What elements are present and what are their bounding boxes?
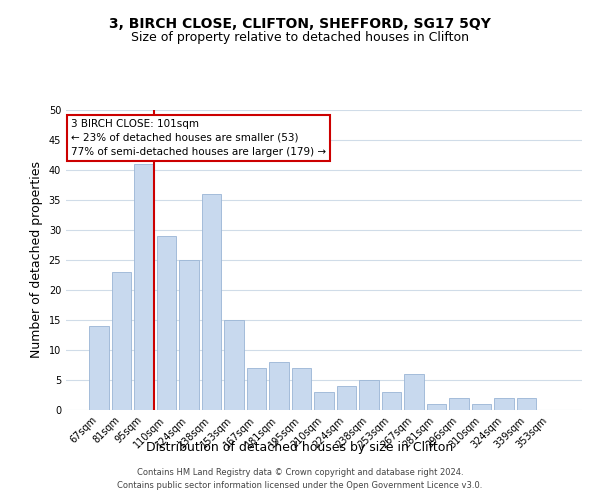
Text: Contains public sector information licensed under the Open Government Licence v3: Contains public sector information licen…: [118, 480, 482, 490]
Bar: [449, 398, 469, 410]
Bar: [427, 404, 446, 410]
Text: Size of property relative to detached houses in Clifton: Size of property relative to detached ho…: [131, 31, 469, 44]
Bar: [359, 380, 379, 410]
Text: Contains HM Land Registry data © Crown copyright and database right 2024.: Contains HM Land Registry data © Crown c…: [137, 468, 463, 477]
Bar: [89, 326, 109, 410]
Bar: [112, 272, 131, 410]
Bar: [134, 164, 154, 410]
Bar: [179, 260, 199, 410]
Bar: [404, 374, 424, 410]
Text: Distribution of detached houses by size in Clifton: Distribution of detached houses by size …: [146, 441, 454, 454]
Text: 3, BIRCH CLOSE, CLIFTON, SHEFFORD, SG17 5QY: 3, BIRCH CLOSE, CLIFTON, SHEFFORD, SG17 …: [109, 18, 491, 32]
Bar: [314, 392, 334, 410]
Bar: [202, 194, 221, 410]
Bar: [517, 398, 536, 410]
Text: 3 BIRCH CLOSE: 101sqm
← 23% of detached houses are smaller (53)
77% of semi-deta: 3 BIRCH CLOSE: 101sqm ← 23% of detached …: [71, 119, 326, 157]
Bar: [494, 398, 514, 410]
Bar: [157, 236, 176, 410]
Bar: [472, 404, 491, 410]
Bar: [292, 368, 311, 410]
Bar: [269, 362, 289, 410]
Bar: [224, 320, 244, 410]
Bar: [382, 392, 401, 410]
Y-axis label: Number of detached properties: Number of detached properties: [30, 162, 43, 358]
Bar: [337, 386, 356, 410]
Bar: [247, 368, 266, 410]
